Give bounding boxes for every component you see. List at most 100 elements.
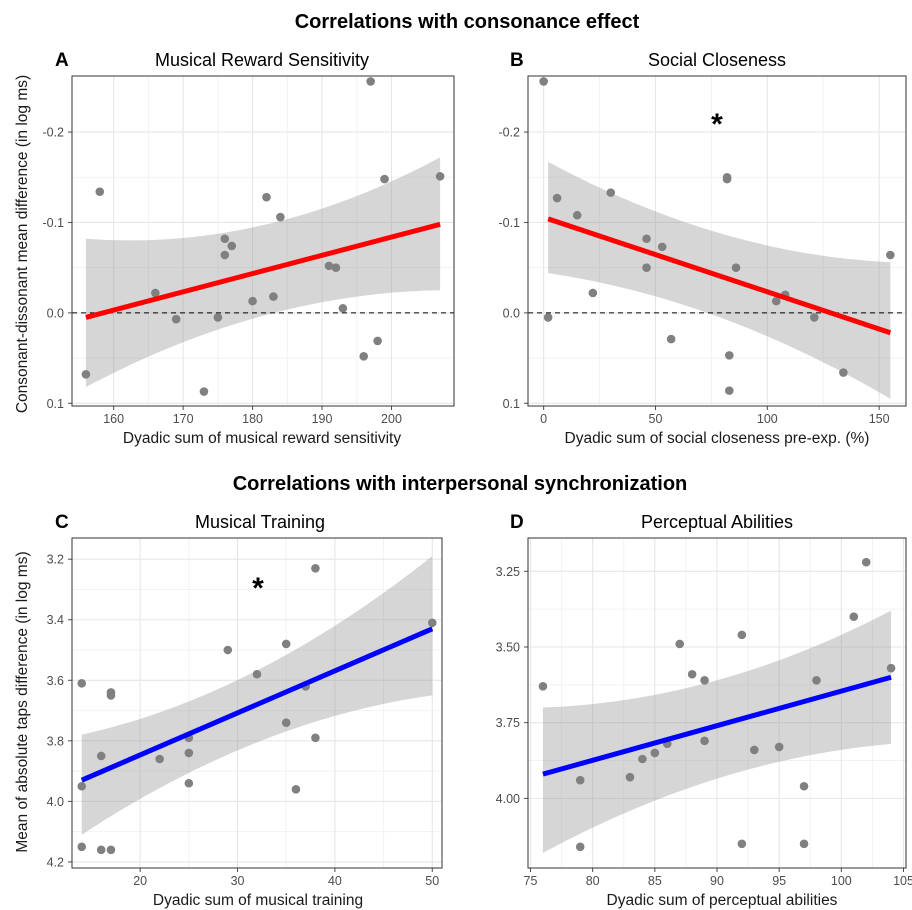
- confidence-band: [542, 610, 892, 853]
- data-point: [366, 77, 375, 86]
- data-point: [95, 187, 105, 197]
- panel-d-letter: D: [510, 512, 524, 533]
- data-point: [227, 241, 237, 251]
- data-point: [812, 675, 821, 685]
- regression-line: [542, 674, 892, 777]
- x-tick-label: 85: [648, 874, 662, 888]
- y-tick-label: 4.2: [47, 855, 64, 869]
- data-point: [799, 839, 809, 849]
- x-tick-label: 180: [242, 412, 263, 426]
- y-tick-label: 3.25: [496, 565, 520, 579]
- panel-c-plot: 20 30 40 50 3.2 3.4 3.6 3.8 4.0 4.2 *: [47, 537, 443, 888]
- data-point: [700, 736, 709, 746]
- data-point: [184, 778, 194, 788]
- panel-a-ylabel: Consonant-dissonant mean difference (in …: [14, 75, 31, 413]
- data-point: [774, 742, 784, 752]
- y-tick-label: 3.50: [496, 640, 520, 654]
- panel-b-title: Social Closeness: [648, 50, 786, 70]
- data-point: [539, 77, 548, 86]
- data-point: [151, 288, 160, 298]
- data-point: [543, 313, 553, 322]
- data-point: [861, 557, 871, 567]
- data-point: [338, 304, 348, 313]
- regression-line: [85, 221, 441, 320]
- y-tick-label: 3.2: [47, 553, 64, 567]
- data-point: [642, 263, 651, 272]
- data-point: [675, 639, 684, 649]
- data-point: [106, 691, 116, 700]
- panel-a: A Musical Reward Sensitivity 160 170 180 19…: [14, 50, 455, 447]
- x-tick-label: 50: [425, 874, 439, 888]
- data-point: [223, 645, 233, 655]
- panel-b-border: [527, 75, 907, 407]
- data-point: [269, 292, 278, 301]
- panel-c-letter: C: [55, 512, 69, 533]
- data-point: [106, 845, 116, 855]
- data-point: [324, 261, 334, 271]
- data-point: [809, 313, 819, 322]
- data-point: [575, 775, 585, 785]
- data-point: [687, 669, 697, 679]
- x-tick-label: 100: [757, 412, 778, 426]
- y-tick-label: 0.0: [47, 306, 64, 320]
- data-point: [572, 210, 582, 220]
- data-point: [291, 784, 301, 794]
- x-tick-label: 150: [869, 412, 890, 426]
- y-tick-label: 3.8: [47, 734, 64, 748]
- data-point: [311, 563, 320, 573]
- confidence-band: [81, 556, 433, 835]
- panel-a-xlabel: Dyadic sum of musical reward sensitivity: [123, 430, 401, 447]
- data-point: [373, 336, 382, 346]
- data-point: [725, 351, 734, 360]
- panel-d-title: Perceptual Abilities: [641, 512, 793, 532]
- data-point: [276, 212, 285, 222]
- data-point: [359, 351, 369, 361]
- data-point: [155, 754, 164, 764]
- panel-b-letter: B: [510, 50, 524, 71]
- data-point: [77, 842, 87, 852]
- data-point: [552, 193, 562, 203]
- panel-b-plot: 0 50 100 150 -0.2 -0.1 0.0 0.1 *: [498, 75, 907, 426]
- section-title-synchronization: Correlations with interpersonal synchron…: [233, 473, 688, 495]
- data-point: [588, 288, 598, 298]
- data-point: [642, 234, 651, 244]
- panel-a-title: Musical Reward Sensitivity: [155, 50, 369, 70]
- regression-line: [547, 216, 892, 336]
- data-point: [575, 842, 585, 852]
- regression-line: [80, 626, 434, 783]
- panel-d-xlabel: Dyadic sum of perceptual abilities: [607, 892, 838, 909]
- y-tick-label: 0.0: [503, 306, 520, 320]
- significance-star: *: [711, 108, 723, 141]
- data-point: [606, 188, 616, 197]
- panel-b-background: [528, 76, 906, 406]
- y-tick-label: 3.6: [47, 674, 64, 688]
- y-tick-label: -0.2: [498, 126, 520, 140]
- data-point: [638, 754, 647, 764]
- data-point: [77, 679, 87, 688]
- x-tick-label: 75: [524, 874, 538, 888]
- confidence-band: [548, 161, 891, 399]
- data-point: [700, 675, 709, 685]
- data-point: [666, 334, 676, 344]
- data-point: [281, 639, 291, 649]
- data-point: [311, 733, 320, 743]
- panel-c: C Musical Training 20 30 40 50 3.2 3.4 3.6 3.8 4…: [14, 512, 443, 909]
- panel-a-letter: A: [55, 50, 69, 71]
- data-point: [750, 745, 759, 755]
- panel-c-border: [71, 537, 443, 869]
- x-tick-label: 190: [312, 412, 333, 426]
- y-tick-label: 0.1: [47, 397, 64, 411]
- data-point: [96, 751, 106, 761]
- data-point: [538, 682, 548, 691]
- x-tick-label: 90: [710, 874, 724, 888]
- y-tick-label: 0.1: [503, 397, 520, 411]
- x-tick-label: 200: [381, 412, 402, 426]
- data-point: [184, 748, 194, 758]
- section-title-consonance: Correlations with consonance effect: [295, 11, 640, 33]
- data-point: [886, 250, 895, 260]
- x-tick-label: 100: [831, 874, 852, 888]
- data-point: [331, 263, 341, 272]
- data-point: [771, 296, 781, 306]
- data-point: [657, 242, 667, 252]
